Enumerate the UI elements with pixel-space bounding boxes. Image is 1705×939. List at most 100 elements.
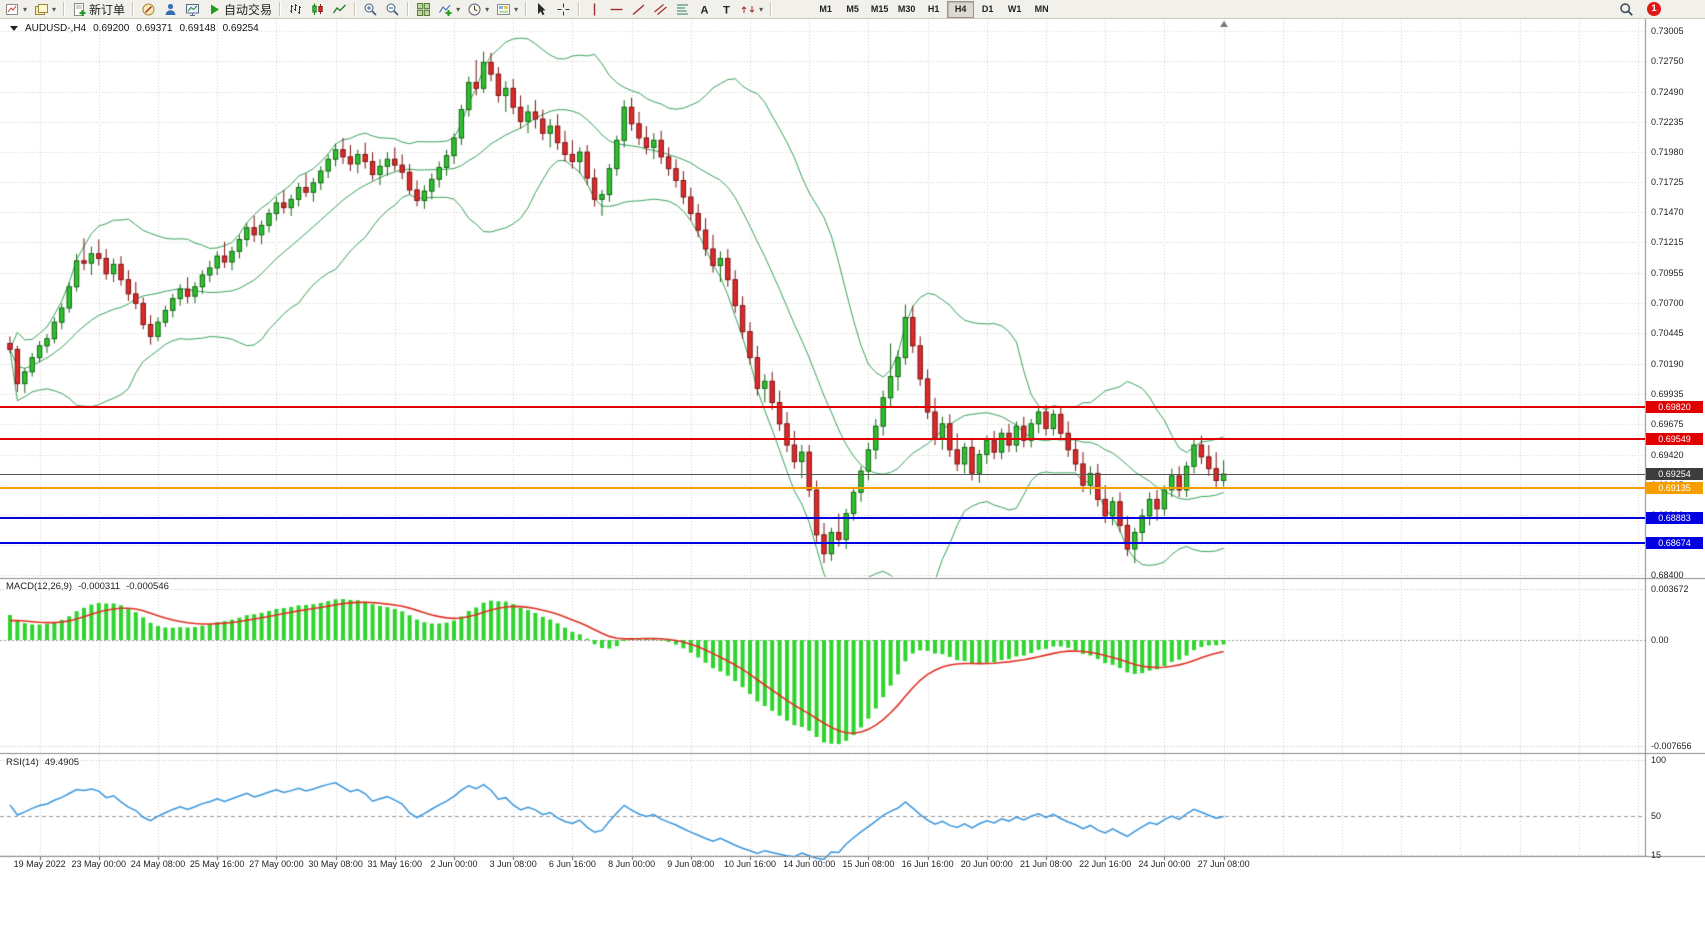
chart-bars-button[interactable]	[285, 0, 306, 18]
arrows-button[interactable]: ▾	[738, 0, 766, 18]
date-label: 21 Jun 08:00	[1019, 859, 1073, 869]
chart-bars-icon	[288, 2, 303, 17]
zoom-out-icon	[385, 2, 400, 17]
chevron-down-icon: ▾	[23, 4, 28, 14]
compass-button[interactable]	[138, 0, 159, 18]
date-label: 30 May 08:00	[308, 859, 363, 869]
timeframe-h1-button[interactable]: H1	[927, 3, 940, 14]
text-label-icon: T	[719, 2, 734, 17]
terminal-icon	[185, 2, 200, 17]
auto-trading-label: 自动交易	[224, 2, 273, 17]
date-label: 25 May 16:00	[189, 859, 245, 869]
text-label-button[interactable]: T	[716, 0, 737, 18]
indicators-button[interactable]: ▾	[435, 0, 463, 18]
text-button[interactable]: A	[694, 0, 715, 18]
rsi-scale-label: 15	[1651, 850, 1662, 861]
chart-candles-icon	[310, 2, 325, 17]
timeframe-w1-button[interactable]: W1	[1007, 3, 1022, 14]
timeframe-m15-button[interactable]: M15	[870, 3, 889, 14]
toolbar-separator	[770, 2, 773, 16]
crosshair-icon	[556, 2, 571, 17]
cursor-button[interactable]	[531, 0, 552, 18]
auto-trading-icon	[207, 2, 222, 17]
crosshair-button[interactable]	[553, 0, 574, 18]
indicators-icon	[438, 2, 453, 17]
date-label: 27 Jun 08:00	[1197, 859, 1250, 869]
timeframe-mn-button[interactable]: MN	[1034, 3, 1049, 14]
date-label: 15 Jun 08:00	[842, 859, 895, 869]
price-tick-label: 0.71725	[1651, 177, 1684, 188]
new-order-button[interactable]: 新订单	[69, 0, 128, 18]
timeframe-m5-button[interactable]: M5	[846, 3, 859, 14]
vertical-line-button[interactable]	[584, 0, 605, 18]
profiles-button[interactable]: ▾	[31, 0, 59, 18]
price-tick-label: 0.69675	[1651, 419, 1684, 430]
toolbar-separator	[132, 2, 135, 16]
horizontal-line-button[interactable]	[606, 0, 627, 18]
arrows-icon	[741, 2, 756, 17]
new-order-label: 新订单	[89, 2, 126, 17]
date-label: 9 Jun 08:00	[667, 859, 715, 869]
zoom-out-button[interactable]	[382, 0, 403, 18]
text-icon: A	[697, 2, 712, 17]
date-label: 10 Jun 16:00	[723, 859, 777, 869]
terminal-button[interactable]	[182, 0, 203, 18]
chevron-down-icon: ▾	[759, 4, 764, 14]
zoom-in-button[interactable]	[360, 0, 381, 18]
chart-menu-icon[interactable]	[10, 26, 18, 31]
timeframe-d1-button[interactable]: D1	[981, 3, 994, 14]
chevron-down-icon: ▾	[456, 4, 461, 14]
price-tick-label: 0.69935	[1651, 388, 1684, 399]
periods-button[interactable]: ▾	[464, 0, 492, 18]
price-tick-label: 0.72235	[1651, 117, 1684, 127]
rsi-label: RSI(14)	[6, 757, 39, 768]
timeframe-m1-button[interactable]: M1	[819, 3, 832, 14]
notification-badge[interactable]: 1	[1647, 2, 1661, 16]
compass-icon	[141, 2, 156, 17]
trendline-button[interactable]	[628, 0, 649, 18]
close-value: 0.69254	[222, 23, 259, 34]
time-scale[interactable]: 19 May 2022 23 May 00:00 24 May 08:00 25 Ma…	[0, 856, 1645, 874]
price-tick-label: 0.71215	[1651, 237, 1684, 248]
templates-button[interactable]: ▾	[493, 0, 521, 18]
chart-title: AUDUSD-,H4 0.69200 0.69371 0.69148 0.692…	[10, 23, 259, 34]
timeframe-m30-button[interactable]: M30	[897, 3, 916, 14]
high-value: 0.69371	[136, 23, 173, 34]
channel-button[interactable]	[650, 0, 671, 18]
fibonacci-button[interactable]	[672, 0, 693, 18]
macd-header: MACD(12,26,9) -0.000311 -0.000546	[6, 581, 169, 592]
timeframe-group: M1 M5 M15 M30 H1 H4 D1 W1 MN	[812, 0, 1055, 18]
date-label: 23 May 00:00	[71, 859, 127, 869]
new-chart-button[interactable]: ▾	[2, 0, 30, 18]
macd-label: MACD(12,26,9)	[6, 581, 72, 592]
chart-candles-button[interactable]	[307, 0, 328, 18]
rsi-scale-label: 100	[1651, 755, 1667, 765]
svg-text:T: T	[723, 4, 730, 16]
timeframe-h4-button[interactable]: H4	[947, 0, 975, 18]
channel-icon	[653, 2, 668, 17]
chevron-down-icon: ▾	[485, 4, 490, 14]
price-tick-label: 0.70700	[1651, 298, 1684, 309]
chart-line-button[interactable]	[329, 0, 350, 18]
price-level-badge: 0.69135	[1646, 482, 1703, 495]
open-value: 0.69200	[93, 23, 130, 34]
macd-scale-label: 0.00	[1651, 635, 1669, 645]
low-value: 0.69148	[179, 23, 216, 34]
price-tick-label: 0.71470	[1651, 207, 1684, 218]
price-tick-label: 0.69420	[1651, 449, 1684, 460]
date-label: 2 Jun 00:00	[430, 859, 478, 869]
price-level-badge: 0.68883	[1646, 511, 1703, 524]
date-label: 27 May 00:00	[249, 859, 304, 869]
search-button[interactable]	[1616, 0, 1637, 18]
price-tick-label: 0.70445	[1651, 328, 1684, 339]
horizontal-line-icon	[609, 2, 624, 17]
auto-trading-button[interactable]: 自动交易	[204, 0, 275, 18]
new-chart-icon	[5, 2, 20, 17]
community-button[interactable]	[160, 0, 181, 18]
macd-scale-label: 0.003672	[1651, 584, 1689, 595]
chart-line-icon	[332, 2, 347, 17]
date-label: 31 May 16:00	[367, 859, 423, 869]
tile-windows-button[interactable]	[413, 0, 434, 18]
